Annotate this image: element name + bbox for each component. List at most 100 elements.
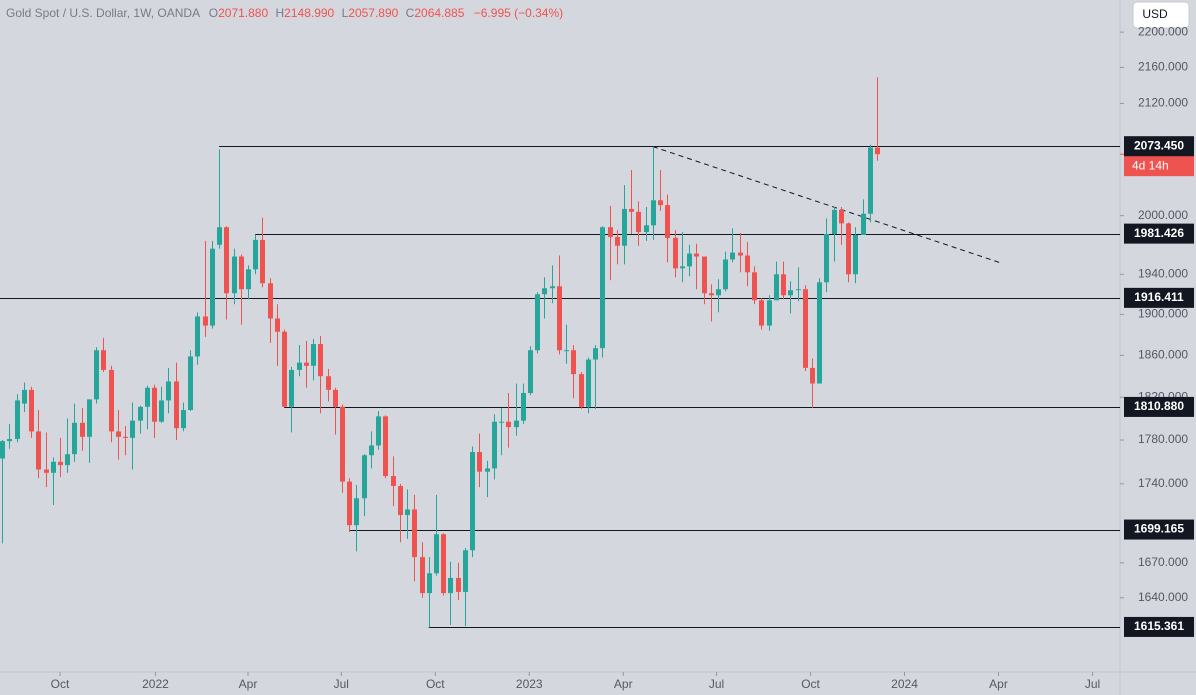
candle-body — [58, 461, 63, 466]
candle-body — [788, 290, 793, 296]
candle-body — [101, 350, 106, 370]
candle-body — [376, 416, 381, 446]
candle-body — [658, 200, 663, 206]
candle-body — [564, 350, 569, 352]
candle-body — [0, 441, 5, 459]
candle-body — [181, 409, 186, 429]
candle-body — [22, 389, 27, 404]
ohlc-key: H — [276, 6, 285, 20]
candle-body — [485, 468, 490, 472]
candle-body — [369, 445, 374, 456]
level-label: 1916.411 — [1134, 290, 1184, 304]
candle-body — [210, 248, 215, 326]
x-tick-label: Apr — [614, 677, 633, 691]
candle-body — [203, 316, 208, 326]
x-tick-label: Oct — [426, 677, 445, 691]
candle-body — [80, 422, 85, 437]
candle-body — [723, 259, 728, 290]
ohlc-value: 2071.880 — [218, 6, 268, 20]
candle-body — [65, 454, 70, 466]
candle-body — [44, 469, 49, 473]
candle-body — [29, 389, 34, 432]
level-label-box — [1124, 616, 1194, 637]
candle-body — [579, 374, 584, 407]
candle-body — [680, 266, 685, 269]
candle-body — [456, 577, 461, 592]
candle-body — [282, 331, 287, 407]
candle-body — [239, 256, 244, 290]
legend-header: Gold Spot / U.S. Dollar, 1W, OANDA O2071… — [6, 6, 563, 20]
level-label-box — [1124, 287, 1194, 308]
candle-body — [448, 577, 453, 594]
candle-body — [759, 300, 764, 326]
candle-body — [853, 235, 858, 275]
candle-body — [499, 421, 504, 423]
candle-body — [166, 381, 171, 401]
candle-body — [72, 422, 77, 455]
level-label-box — [1124, 519, 1194, 540]
candle-body — [702, 256, 707, 294]
candle-body — [492, 421, 497, 469]
candle-body — [557, 286, 562, 351]
candle-body — [506, 421, 511, 428]
candle-body — [174, 381, 179, 429]
candle-body — [781, 274, 786, 296]
candle-body — [268, 283, 273, 319]
candle-body — [875, 147, 880, 155]
y-tick-label: 1670.000 — [1138, 555, 1188, 569]
y-tick-label: 1640.000 — [1138, 590, 1188, 604]
candle-body — [615, 236, 620, 246]
candle-body — [535, 294, 540, 351]
candle-body — [832, 209, 837, 235]
candle-body — [51, 461, 56, 473]
ohlc-key: L — [342, 6, 349, 20]
candle-body — [665, 205, 670, 238]
countdown-label: 4d 14h — [1132, 158, 1169, 172]
candle-body — [188, 356, 193, 410]
y-tick-label: 1780.000 — [1138, 432, 1188, 446]
candle-body — [195, 316, 200, 357]
x-tick-label: Jul — [709, 677, 724, 691]
currency-button[interactable] — [1132, 1, 1190, 29]
candle-body — [738, 252, 743, 256]
candle-body — [405, 509, 410, 516]
ohlc-key: O — [209, 6, 218, 20]
currency-label[interactable]: USD — [1142, 7, 1168, 21]
candle-body — [593, 348, 598, 360]
x-tick-label: 2022 — [142, 677, 169, 691]
candle-body — [644, 225, 649, 233]
x-tick-label: Apr — [989, 677, 1008, 691]
candle-body — [716, 289, 721, 296]
candle-body — [477, 451, 482, 472]
level-label-box — [1124, 223, 1194, 244]
candle-body — [275, 318, 280, 332]
candle-body — [463, 550, 468, 592]
x-tick-label: Oct — [51, 677, 70, 691]
candle-body — [846, 223, 851, 275]
candle-body — [159, 400, 164, 422]
candle-body — [217, 227, 222, 245]
candle-body — [123, 436, 128, 438]
level-label: 1810.880 — [1134, 399, 1184, 413]
level-label: 1981.426 — [1134, 226, 1184, 240]
x-tick-label: Apr — [239, 677, 258, 691]
candle-body — [7, 438, 12, 442]
candle-body — [289, 369, 294, 407]
candle-body — [636, 211, 641, 233]
ohlc-value: 2064.885 — [414, 6, 464, 20]
candle-body — [15, 400, 20, 439]
candle-body — [318, 344, 323, 377]
candle-body — [839, 209, 844, 224]
candle-body — [586, 359, 591, 407]
candle-body — [861, 213, 866, 236]
candle-body — [803, 289, 808, 368]
candle-body — [391, 476, 396, 487]
candle-body — [297, 362, 302, 370]
candle-body — [109, 369, 114, 432]
candle-body — [651, 200, 656, 226]
ohlc-key: C — [406, 6, 415, 20]
ohlc-value: 2057.890 — [348, 6, 398, 20]
